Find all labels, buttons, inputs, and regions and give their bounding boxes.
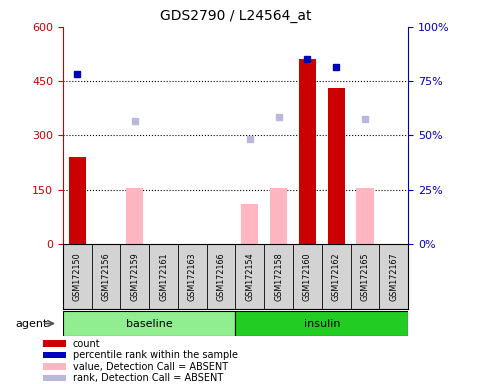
Bar <box>126 188 143 244</box>
Text: GSM172160: GSM172160 <box>303 252 312 301</box>
FancyBboxPatch shape <box>236 311 408 336</box>
Bar <box>43 375 66 381</box>
Text: GSM172150: GSM172150 <box>72 252 82 301</box>
Bar <box>299 60 316 244</box>
Bar <box>327 88 345 244</box>
Text: GSM172158: GSM172158 <box>274 252 283 301</box>
Text: GSM172166: GSM172166 <box>216 252 226 301</box>
Bar <box>43 364 66 370</box>
Text: GSM172156: GSM172156 <box>101 252 111 301</box>
Bar <box>241 204 258 244</box>
Text: GSM172159: GSM172159 <box>130 252 139 301</box>
Text: value, Detection Call = ABSENT: value, Detection Call = ABSENT <box>72 362 228 372</box>
Text: rank, Detection Call = ABSENT: rank, Detection Call = ABSENT <box>72 373 223 383</box>
Bar <box>69 157 86 244</box>
Text: count: count <box>72 339 100 349</box>
Text: insulin: insulin <box>303 318 340 329</box>
FancyBboxPatch shape <box>63 311 236 336</box>
Text: percentile rank within the sample: percentile rank within the sample <box>72 350 238 360</box>
Text: GSM172154: GSM172154 <box>245 252 255 301</box>
Text: agent: agent <box>15 318 48 329</box>
Title: GDS2790 / L24564_at: GDS2790 / L24564_at <box>160 9 311 23</box>
Bar <box>43 341 66 347</box>
Text: GSM172163: GSM172163 <box>188 252 197 301</box>
Text: GSM172165: GSM172165 <box>360 252 369 301</box>
Text: GSM172162: GSM172162 <box>332 252 341 301</box>
Bar <box>270 188 287 244</box>
Text: GSM172167: GSM172167 <box>389 252 398 301</box>
Bar <box>356 188 373 244</box>
Text: GSM172161: GSM172161 <box>159 252 168 301</box>
Text: baseline: baseline <box>126 318 172 329</box>
Bar <box>43 352 66 358</box>
